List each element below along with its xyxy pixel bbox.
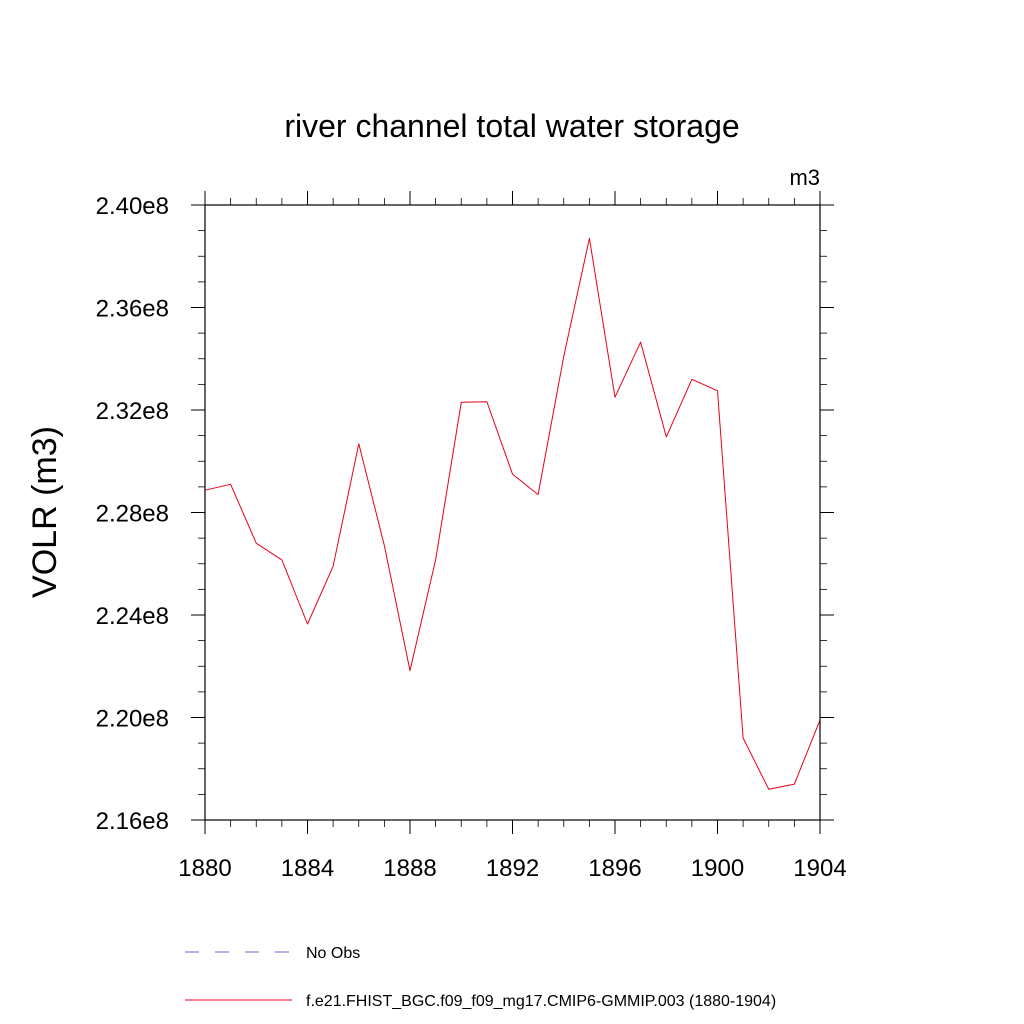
y-tick-label: 2.28e8	[96, 501, 169, 528]
x-tick-label: 1888	[383, 855, 436, 882]
y-tick-label: 2.20e8	[96, 706, 169, 733]
legend-label: f.e21.FHIST_BGC.f09_f09_mg17.CMIP6-GMMIP…	[306, 993, 776, 1010]
legend: No Obs f.e21.FHIST_BGC.f09_f09_mg17.CMIP6…	[185, 945, 776, 1010]
y-axis-label: VOLR (m3)	[26, 426, 64, 598]
units-label: m3	[789, 165, 820, 190]
y-tick-label: 2.24e8	[96, 603, 169, 630]
legend-label: No Obs	[306, 945, 360, 962]
plot-frame	[204, 204, 821, 821]
series-layer	[204, 237, 821, 790]
x-tick-label: 1904	[793, 855, 846, 882]
y-tick-label: 2.36e8	[96, 296, 169, 323]
series-line	[204, 237, 821, 790]
y-tick-label: 2.40e8	[96, 193, 169, 220]
y-tick-label: 2.32e8	[96, 398, 169, 425]
y-tick-label: 2.16e8	[96, 808, 169, 835]
x-tick-label: 1900	[691, 855, 744, 882]
chart-title: river channel total water storage	[284, 108, 739, 144]
x-tick-label: 1884	[281, 855, 334, 882]
axis-ticks: 1880 1884 1888 1892 1896 1900 1904 2.16e8 2.20e8…	[96, 191, 847, 882]
x-tick-label: 1896	[588, 855, 641, 882]
x-tick-label: 1880	[178, 855, 231, 882]
x-tick-label: 1892	[486, 855, 539, 882]
